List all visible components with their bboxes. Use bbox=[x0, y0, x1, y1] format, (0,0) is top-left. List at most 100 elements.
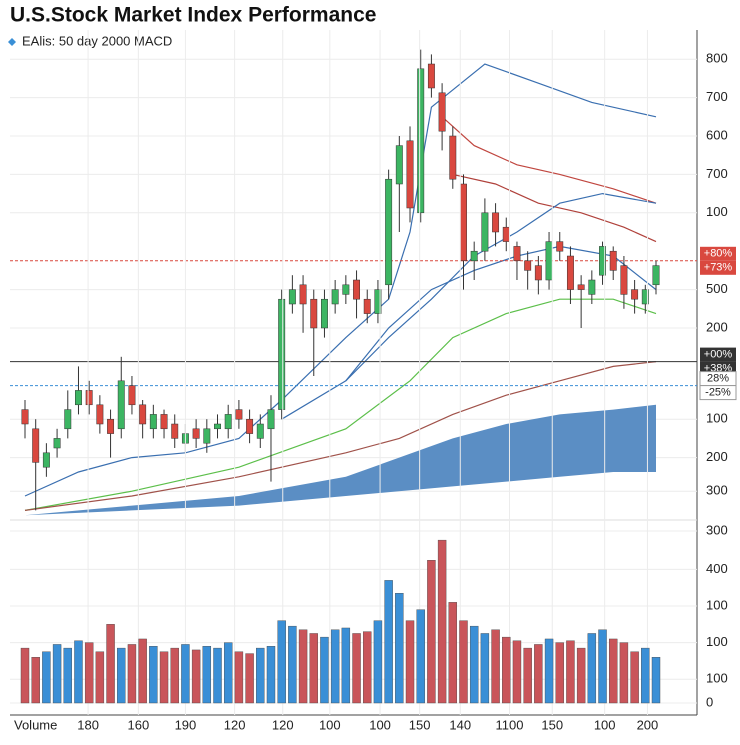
candle-body bbox=[363, 298, 371, 314]
volume-bar bbox=[416, 609, 425, 704]
x-tick-label: 200 bbox=[637, 717, 659, 732]
y-tick-label: 700 bbox=[706, 89, 728, 104]
volume-bar bbox=[502, 636, 511, 704]
level-tag-label: +00% bbox=[704, 349, 733, 361]
candle-body bbox=[256, 423, 264, 439]
candle-body bbox=[214, 423, 221, 430]
candle-body bbox=[385, 178, 393, 286]
legend-label: EAlis: 50 day 2000 MACD bbox=[22, 33, 172, 48]
candle-body bbox=[427, 63, 435, 89]
x-tick-label: 100 bbox=[319, 717, 341, 732]
volume-bar bbox=[298, 629, 308, 704]
volume-bar bbox=[106, 624, 115, 704]
level-tag bbox=[700, 347, 736, 362]
candle-body bbox=[545, 241, 553, 281]
volume-bar bbox=[405, 620, 415, 704]
volume-bar bbox=[641, 647, 650, 704]
volume-bar bbox=[630, 651, 639, 704]
y-tick-label: 100 bbox=[706, 671, 728, 686]
volume-bar bbox=[223, 642, 233, 704]
volume-bar bbox=[159, 651, 169, 704]
volume-label: Volume bbox=[14, 717, 57, 732]
candle-body bbox=[21, 409, 29, 425]
volume-bar bbox=[437, 539, 447, 704]
volume-bar bbox=[566, 640, 575, 704]
volume-bar bbox=[191, 649, 201, 704]
volume-bar bbox=[52, 644, 62, 704]
volume-bar bbox=[544, 638, 554, 704]
candle-body bbox=[534, 265, 542, 281]
level-tag-label: 28% bbox=[707, 373, 729, 385]
candle-body bbox=[438, 92, 446, 132]
candle-body bbox=[320, 298, 328, 329]
x-tick-label: 100 bbox=[369, 717, 391, 732]
volume-bar bbox=[480, 633, 490, 704]
y-tick-label: 100 bbox=[706, 597, 728, 612]
candle-body bbox=[417, 68, 425, 214]
volume-bar bbox=[20, 647, 30, 704]
candle-body bbox=[96, 404, 104, 425]
volume-bar bbox=[74, 640, 83, 704]
x-tick-label: 100 bbox=[594, 717, 616, 732]
candle-body bbox=[85, 390, 93, 406]
level-tag-label: +73% bbox=[704, 262, 733, 274]
candle-body bbox=[481, 212, 489, 252]
y-tick-label: 100 bbox=[706, 634, 728, 649]
candle-body bbox=[288, 289, 296, 305]
volume-bar bbox=[512, 640, 522, 704]
volume-bar bbox=[181, 644, 190, 704]
candle-body bbox=[470, 250, 478, 262]
volume-bar bbox=[427, 560, 436, 704]
volume-bar bbox=[213, 647, 222, 704]
candle-body bbox=[513, 246, 521, 262]
y-tick-label: 200 bbox=[706, 449, 728, 464]
x-tick-label: 190 bbox=[175, 717, 197, 732]
volume-bar bbox=[42, 651, 51, 704]
candle-body bbox=[353, 279, 361, 300]
candle-body bbox=[460, 183, 467, 262]
volume-bar bbox=[202, 646, 212, 704]
candle-body bbox=[406, 140, 414, 209]
volume-bar bbox=[609, 638, 618, 704]
level-tag-label: +80% bbox=[704, 248, 733, 260]
volume-bar bbox=[363, 631, 372, 704]
volume-bar bbox=[95, 651, 105, 704]
moving-average-line bbox=[441, 116, 657, 204]
y-tick-label: 100 bbox=[706, 204, 728, 219]
volume-bar bbox=[448, 602, 458, 704]
volume-bar bbox=[288, 625, 297, 704]
volume-bar bbox=[373, 620, 383, 704]
candle-body bbox=[235, 409, 243, 420]
volume-bar bbox=[384, 580, 393, 704]
candle-body bbox=[246, 418, 254, 434]
volume-bar bbox=[149, 646, 158, 704]
volume-bar bbox=[31, 657, 40, 704]
chart-title: U.S.Stock Market Index Performance bbox=[10, 4, 376, 27]
volume-bar bbox=[127, 644, 137, 704]
candle-body bbox=[449, 135, 457, 180]
candle-body bbox=[224, 414, 232, 430]
candle-body bbox=[107, 418, 115, 434]
y-tick-label: 300 bbox=[706, 522, 728, 537]
legend-marker bbox=[8, 38, 16, 46]
candle-body bbox=[160, 414, 168, 430]
y-tick-label: 400 bbox=[706, 561, 728, 576]
candle-body bbox=[641, 289, 649, 305]
volume-bar bbox=[245, 653, 254, 704]
y-tick-label: 300 bbox=[706, 483, 728, 498]
x-tick-label: 150 bbox=[541, 717, 563, 732]
candle-body bbox=[556, 241, 564, 252]
candle-body bbox=[171, 423, 179, 439]
candle-body bbox=[64, 409, 72, 430]
volume-bar bbox=[395, 593, 404, 704]
volume-bar bbox=[555, 642, 564, 704]
candle-body bbox=[149, 414, 157, 430]
volume-bar bbox=[534, 644, 543, 704]
y-tick-label: 800 bbox=[706, 51, 728, 66]
candle-body bbox=[577, 284, 585, 290]
level-tag bbox=[699, 385, 737, 401]
volume-bar bbox=[330, 629, 340, 704]
candle-body bbox=[599, 246, 606, 276]
x-tick-label: 120 bbox=[224, 717, 246, 732]
volume-bar bbox=[341, 627, 351, 704]
